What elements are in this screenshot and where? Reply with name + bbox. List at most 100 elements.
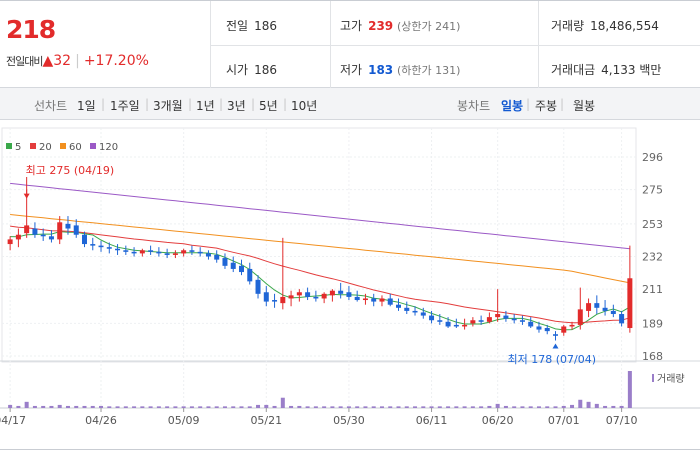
candle-body xyxy=(528,321,534,327)
candle-body xyxy=(164,253,170,255)
candle-body xyxy=(156,251,162,254)
volume-bar xyxy=(313,406,318,408)
x-tick-label: 06/20 xyxy=(482,414,514,427)
volume-bar xyxy=(173,406,178,408)
volume-bar xyxy=(627,371,632,408)
volume-bar xyxy=(90,405,95,408)
volume-bar xyxy=(454,406,459,408)
volume-bar xyxy=(338,406,343,408)
volume-bar xyxy=(536,406,541,408)
candle-weekly[interactable]: 주봉 xyxy=(535,99,558,113)
candle-body xyxy=(470,320,476,324)
volume-bar xyxy=(132,406,137,408)
candle-body xyxy=(338,290,344,294)
volume-bar xyxy=(388,406,393,408)
candle-body xyxy=(511,318,517,321)
volume-bar xyxy=(123,406,128,408)
plot-frame xyxy=(1,127,637,363)
legend-swatch xyxy=(30,143,36,149)
volume-bar xyxy=(239,406,244,408)
high-annotation: 최고 275 (04/19) xyxy=(26,164,115,177)
up-arrow-icon: ▲ xyxy=(42,53,54,69)
period-3m[interactable]: 3개월 xyxy=(153,99,183,113)
period-5y[interactable]: 5년 xyxy=(259,99,278,113)
candle-monthly[interactable]: 월봉 xyxy=(573,99,596,113)
period-3y[interactable]: 3년 xyxy=(227,99,246,113)
volume-bar xyxy=(603,405,608,408)
candle-body xyxy=(73,225,79,235)
candle-body xyxy=(569,324,575,327)
volume-bar xyxy=(99,405,104,408)
moving-averages xyxy=(10,182,631,331)
volume-bar xyxy=(322,406,327,408)
volume-bar xyxy=(363,406,368,408)
candle-body xyxy=(412,310,418,313)
candle-body xyxy=(619,314,625,324)
volume-bar xyxy=(462,406,467,408)
volume-bar xyxy=(107,406,112,408)
candle-body xyxy=(131,251,137,254)
legend-swatch xyxy=(60,143,66,149)
period-10y[interactable]: 10년 xyxy=(291,99,318,113)
x-tick-label: 06/11 xyxy=(416,414,448,427)
volume-bar xyxy=(16,405,21,408)
volume-bar xyxy=(264,404,269,408)
candle-body xyxy=(404,307,410,311)
candle-body xyxy=(40,234,46,237)
legend-item: 20 xyxy=(39,142,52,153)
y-tick-label: 275 xyxy=(642,184,663,197)
volume-bar xyxy=(421,406,426,408)
volume-bar xyxy=(594,403,599,408)
volume-bar xyxy=(470,406,475,408)
quote-header: 218 전일대비▲32 | +17.20% 전일 186 시가 186 고가 239 (상… xyxy=(0,0,700,89)
volume-bar xyxy=(247,406,252,408)
volume-bar xyxy=(231,406,236,408)
candle-body xyxy=(222,258,228,266)
volume-bar xyxy=(24,401,29,408)
volume-bars xyxy=(8,371,654,408)
candle-body xyxy=(437,320,443,322)
candle-body xyxy=(544,328,550,332)
volume-label: 거래량 xyxy=(657,373,685,385)
volume-bar xyxy=(148,406,153,408)
candle-body xyxy=(462,324,468,327)
volume-bar xyxy=(330,406,335,408)
volume-bar xyxy=(74,405,79,408)
candle-body xyxy=(48,236,54,240)
period-1y[interactable]: 1년 xyxy=(196,99,215,113)
volume-bar xyxy=(214,406,219,408)
period-1d[interactable]: 1일 xyxy=(77,99,96,113)
y-tick-label: 253 xyxy=(642,218,663,231)
volume-bar xyxy=(32,405,37,408)
change-value: 32 xyxy=(53,53,72,69)
volume-bar xyxy=(156,406,161,408)
candle-body xyxy=(519,320,525,322)
volume-bar xyxy=(487,405,492,408)
volume-bar xyxy=(520,406,525,408)
volume-bar xyxy=(611,405,616,408)
candle-body xyxy=(354,296,360,301)
candle-body xyxy=(181,250,187,254)
ma60-line xyxy=(10,214,630,284)
volume-bar xyxy=(570,404,575,408)
volume-bar xyxy=(256,404,261,408)
candle-body xyxy=(429,315,435,321)
candle-body xyxy=(172,253,178,255)
volume-bar xyxy=(305,406,310,408)
volume-bar xyxy=(41,405,46,408)
candle-body xyxy=(478,320,484,322)
open-price: 시가 186 xyxy=(226,63,277,77)
volume-bar xyxy=(413,406,418,408)
candle-body xyxy=(536,326,542,330)
candle-body xyxy=(561,326,567,333)
candle-body xyxy=(553,334,558,336)
candle-body xyxy=(586,303,592,311)
candle-daily[interactable]: 일봉 xyxy=(501,99,524,113)
candle-body xyxy=(346,292,352,297)
high-arrow-icon xyxy=(23,193,30,199)
volume-bar xyxy=(280,397,285,408)
divider: | xyxy=(75,53,80,69)
volume-bar xyxy=(528,406,533,408)
trade-amount: 거래대금 4,133 백만 xyxy=(551,63,662,77)
period-1w[interactable]: 1주일 xyxy=(110,99,140,113)
